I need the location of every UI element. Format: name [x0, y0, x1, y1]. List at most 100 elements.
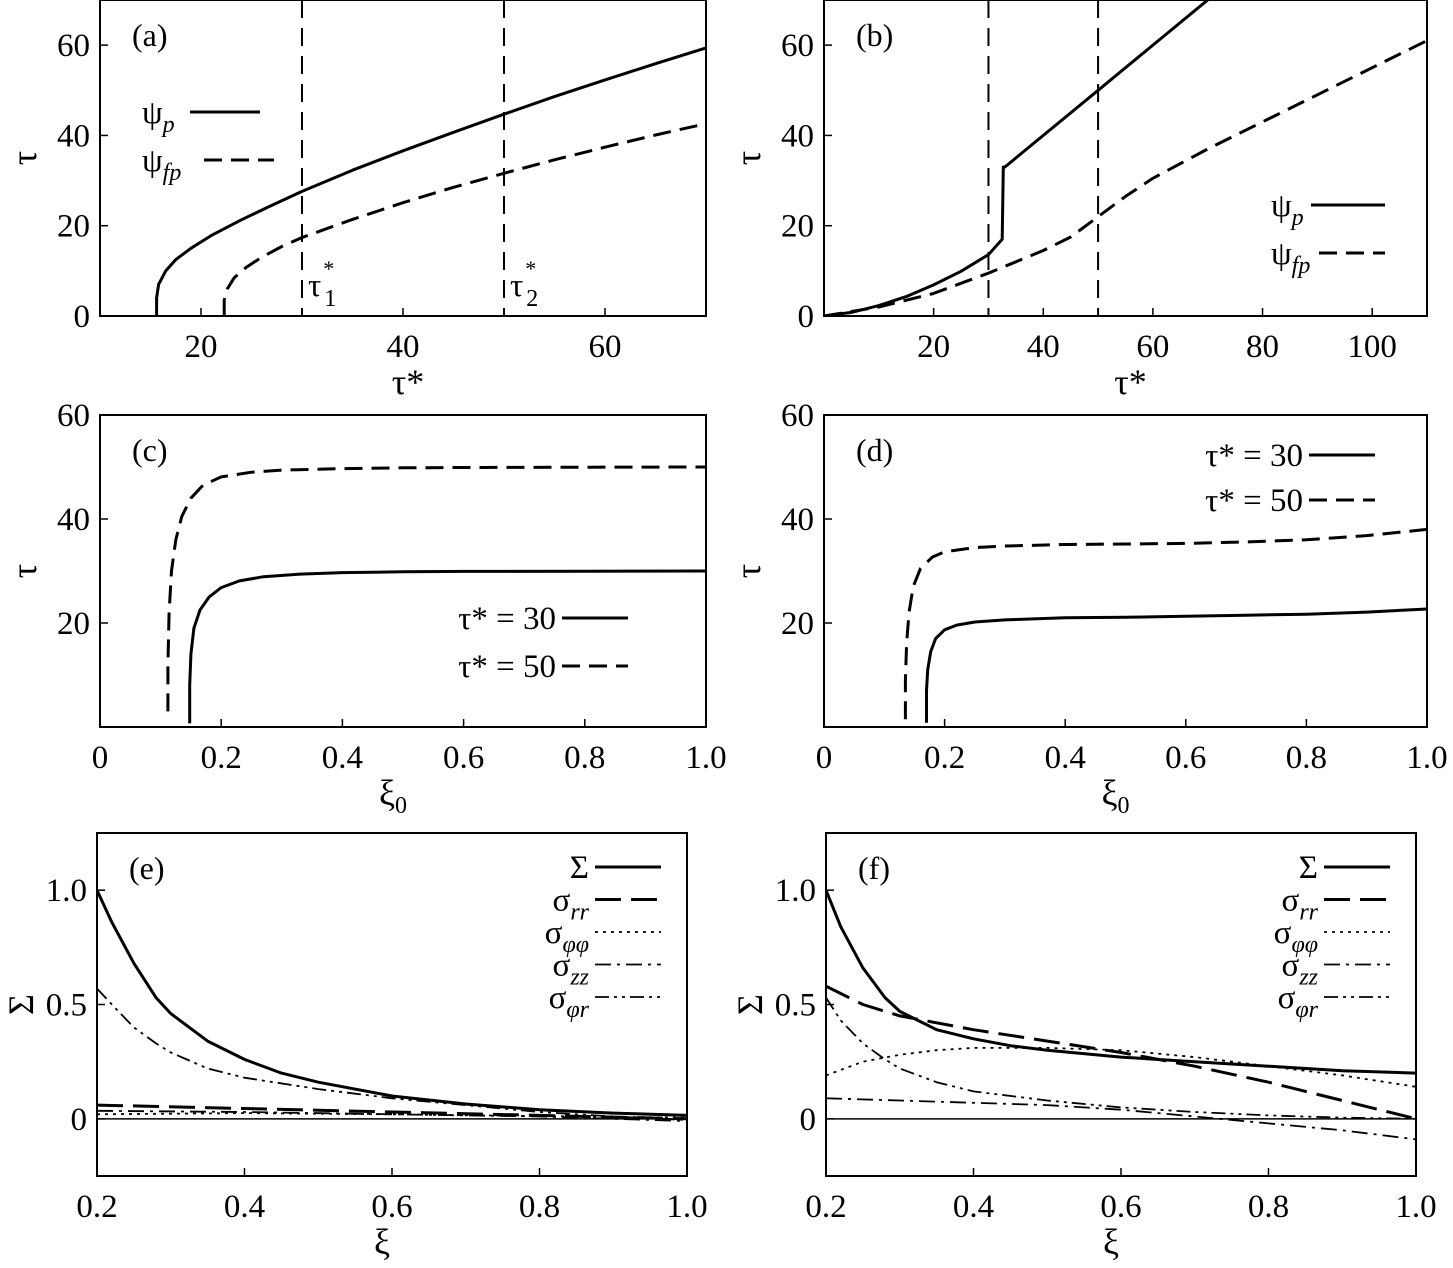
- legend-entry: Σ: [570, 850, 589, 886]
- plot-frame: [99, 0, 707, 317]
- y-tick-label: 0: [71, 1102, 88, 1138]
- panel-a: 20 40 60 0 20 40 60 τ* τ (a) τ* 1 τ* 2 ψp ψfp: [4, 0, 707, 402]
- x-tick-label: 100: [1347, 329, 1397, 365]
- y-tick-label: 20: [781, 209, 814, 245]
- series-line: [826, 889, 1416, 1075]
- legend-entry: Σ: [1299, 850, 1318, 886]
- x-tick-label: 0: [92, 740, 109, 776]
- plot-frame: [96, 832, 688, 1177]
- y-axis-label: Σ: [1, 994, 41, 1015]
- x-tick-label: 0.2: [924, 740, 965, 776]
- x-tick-label: 0.6: [1100, 1189, 1141, 1225]
- panel-label: (e): [129, 850, 165, 886]
- legend-entry: ψp: [142, 95, 175, 138]
- x-tick-label: 1.0: [685, 740, 726, 776]
- x-axis-label: ξ: [374, 1222, 390, 1262]
- legend-entry: τ* = 50: [1205, 483, 1303, 519]
- y-tick-label: 40: [57, 502, 90, 538]
- y-tick-label: 20: [781, 606, 814, 642]
- plot-frame: [825, 832, 1417, 1177]
- x-tick-label: 60: [589, 329, 622, 365]
- y-tick-label: 20: [57, 606, 90, 642]
- x-tick-label: 0.8: [519, 1189, 560, 1225]
- series-line: [222, 122, 706, 316]
- series-line: [97, 1109, 687, 1122]
- y-tick-label: 40: [781, 118, 814, 154]
- panel-d: 0 0.2 0.4 0.6 0.8 1.0 20 40 60 ξ0 τ (d) τ* = 30 τ* = …: [728, 398, 1448, 819]
- x-tick-label: 0.8: [564, 740, 605, 776]
- x-axis-label: τ*: [392, 362, 424, 402]
- x-tick-label: 1.0: [1406, 740, 1447, 776]
- x-tick-label: 20: [185, 329, 218, 365]
- threshold-label: τ* 1: [308, 256, 336, 312]
- y-tick-label: 1.0: [46, 873, 87, 909]
- series-line: [188, 569, 706, 724]
- legend-entry: ψfp: [1271, 236, 1310, 279]
- x-tick-label: 0.4: [322, 740, 363, 776]
- x-tick-label: 40: [1027, 329, 1060, 365]
- y-tick-label: 0: [798, 299, 815, 335]
- x-axis-label: τ*: [1114, 362, 1146, 402]
- x-tick-label: 0.6: [443, 740, 484, 776]
- legend-entry: τ* = 50: [458, 649, 556, 685]
- y-tick-label: 40: [57, 118, 90, 154]
- series-line: [826, 1097, 1416, 1141]
- x-tick-label: 40: [387, 329, 420, 365]
- y-axis-label: Σ: [730, 994, 770, 1015]
- x-tick-label: 0.8: [1248, 1189, 1289, 1225]
- panel-c: 0 0.2 0.4 0.6 0.8 1.0 20 40 60 ξ0 τ (c) τ* = 30 τ* = …: [4, 398, 727, 819]
- y-tick-label: 60: [57, 28, 90, 64]
- x-tick-label: 60: [1136, 329, 1169, 365]
- series-line: [826, 997, 1416, 1120]
- x-tick-label: 20: [917, 329, 950, 365]
- x-tick-label: 0.2: [805, 1189, 846, 1225]
- y-tick-label: 0.5: [46, 988, 87, 1024]
- series-line: [824, 0, 1209, 316]
- y-tick-label: 60: [781, 398, 814, 434]
- y-tick-label: 1.0: [775, 873, 816, 909]
- plot-frame: [823, 0, 1428, 317]
- x-tick-label: 1.0: [666, 1189, 707, 1225]
- x-tick-label: 0.6: [371, 1189, 412, 1225]
- y-axis-label: τ: [728, 151, 768, 165]
- y-tick-label: 20: [57, 209, 90, 245]
- series-line: [97, 889, 687, 1117]
- series-line: [826, 1047, 1416, 1088]
- y-tick-label: 0: [74, 299, 91, 335]
- panel-label: (a): [132, 17, 168, 53]
- x-tick-label: 1.0: [1395, 1189, 1436, 1225]
- y-axis-label: τ: [4, 151, 44, 165]
- y-axis-label: τ: [4, 564, 44, 578]
- x-tick-label: 0.4: [953, 1189, 994, 1225]
- series-line: [826, 984, 1416, 1121]
- panel-label: (d): [856, 432, 893, 468]
- x-tick-label: 0.4: [1045, 740, 1086, 776]
- plot-frame: [823, 414, 1428, 728]
- series-line: [166, 465, 706, 712]
- y-tick-label: 60: [57, 398, 90, 434]
- series-line: [97, 1112, 687, 1119]
- x-tick-label: 0.8: [1286, 740, 1327, 776]
- x-tick-label: 0.2: [76, 1189, 117, 1225]
- series-line: [824, 39, 1427, 316]
- series-line: [97, 987, 687, 1121]
- x-axis-label: ξ: [1103, 1222, 1119, 1262]
- legend-entry: τ* = 30: [1205, 438, 1303, 474]
- x-tick-label: 0.6: [1165, 740, 1206, 776]
- threshold-label: τ* 2: [510, 256, 538, 312]
- y-tick-label: 0: [800, 1102, 817, 1138]
- x-axis-label: ξ0: [1101, 773, 1129, 819]
- panel-label: (c): [132, 432, 168, 468]
- panel-label: (f): [858, 850, 890, 886]
- panel-label: (b): [856, 17, 893, 53]
- legend-entry: τ* = 30: [458, 601, 556, 637]
- series-line: [155, 46, 706, 316]
- x-tick-label: 0.4: [224, 1189, 265, 1225]
- x-tick-label: 0.2: [201, 740, 242, 776]
- series-line: [925, 607, 1427, 723]
- y-tick-label: 60: [781, 28, 814, 64]
